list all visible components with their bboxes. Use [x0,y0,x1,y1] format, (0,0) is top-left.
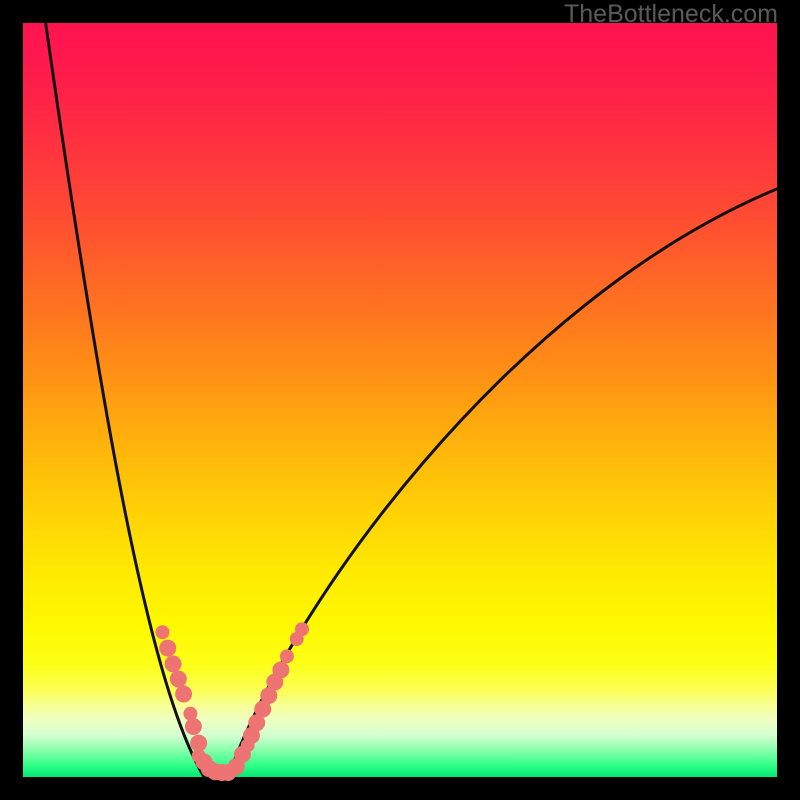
marker-left-4 [175,686,192,703]
marker-right-9 [280,649,294,663]
curve-layer [0,0,800,800]
marker-right-8 [272,661,289,678]
marker-left-6 [185,718,202,735]
marker-left-3 [170,670,187,687]
chart-stage: TheBottleneck.com [0,0,800,800]
marker-left-0 [155,625,169,639]
bottleneck-curve [46,23,777,777]
marker-left-1 [159,640,176,657]
marker-left-2 [165,655,182,672]
marker-right-11 [295,622,309,636]
watermark-text: TheBottleneck.com [564,0,778,29]
